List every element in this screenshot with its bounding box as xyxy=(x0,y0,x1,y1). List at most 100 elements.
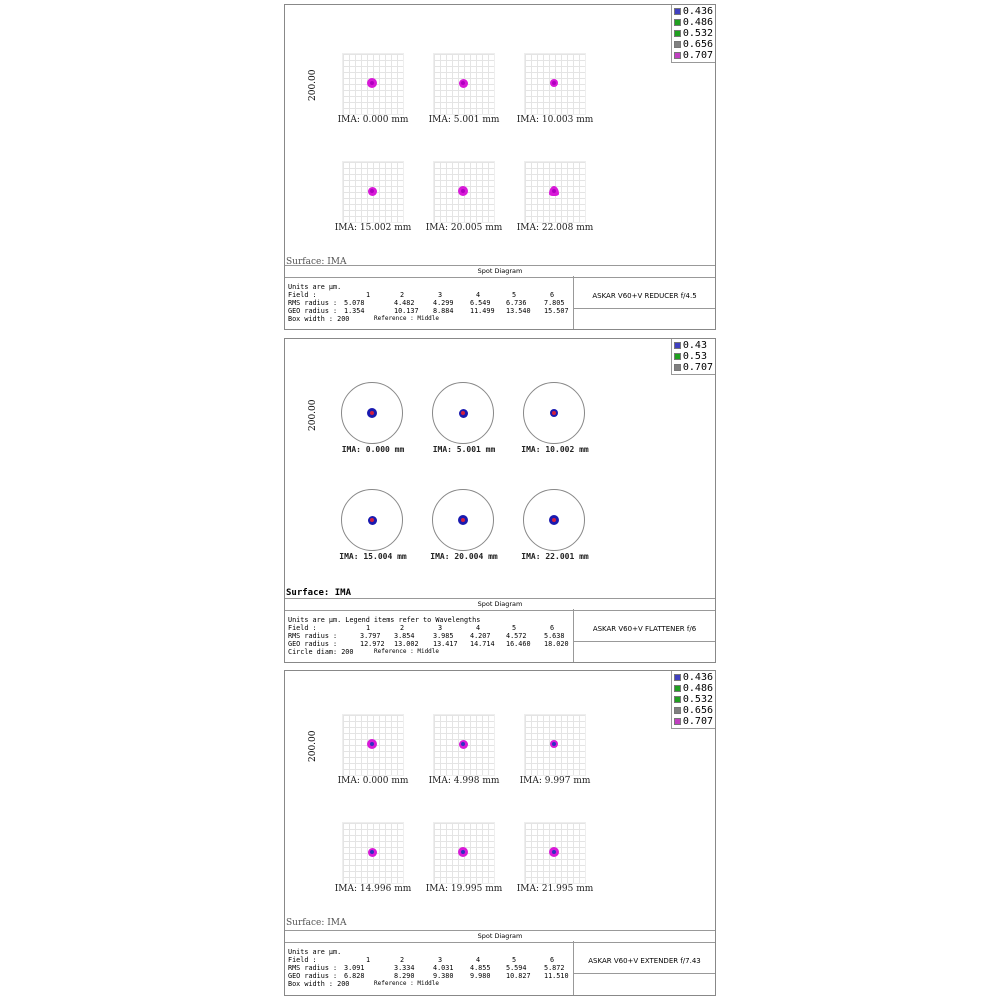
table-row-size: Box width : 200 Reference : Middle xyxy=(288,315,573,323)
lens-name: ASKAR V60+V FLATTENER f/6 xyxy=(592,625,697,633)
legend-swatch-icon xyxy=(673,341,681,349)
legend-item: 0.707 xyxy=(673,50,713,61)
field-label: IMA: 5.001 mm xyxy=(432,445,496,454)
wavelength-legend: 0.436 0.486 0.532 0.656 0.707 xyxy=(670,5,715,63)
legend-item: 0.532 xyxy=(673,694,713,705)
legend-swatch-icon xyxy=(673,695,681,703)
table-cell: 3.091 xyxy=(344,964,365,972)
legend-item: 0.656 xyxy=(673,705,713,716)
legend-label: 0.656 xyxy=(682,39,713,50)
spot-core xyxy=(370,411,374,415)
spot-core xyxy=(461,189,465,193)
table-cell: 14.714 xyxy=(470,640,495,648)
table-row-size: Box width : 200 Reference : Middle xyxy=(288,980,573,988)
legend-label: 0.532 xyxy=(682,28,713,39)
legend-swatch-icon xyxy=(673,51,681,59)
spot-core xyxy=(461,850,465,854)
legend-label: 0.53 xyxy=(682,351,707,362)
spot-field-2: IMA: 5.001 mm xyxy=(432,382,495,454)
table-cell: 10.827 xyxy=(506,972,531,980)
surface-label: Surface: IMA xyxy=(286,918,347,928)
table-cell: 8.884 xyxy=(433,307,454,315)
legend-item: 0.707 xyxy=(673,716,713,727)
spot-field-6: IMA: 22.001 mm xyxy=(521,489,589,561)
surface-label: Surface: IMA xyxy=(286,588,352,598)
table-cell: 2 xyxy=(400,956,405,964)
spot-core xyxy=(461,411,465,415)
table-row-fields: Field : 1 2 3 4 5 6 xyxy=(288,624,573,632)
field-label: IMA: 9.997 mm xyxy=(519,776,591,786)
surface-label: Surface: IMA xyxy=(286,257,347,267)
legend-item: 0.53 xyxy=(673,351,713,362)
divider xyxy=(574,308,715,309)
wavelength-legend: 0.43 0.53 0.707 xyxy=(670,339,715,375)
row-label: Field : xyxy=(288,291,317,299)
legend-swatch-icon xyxy=(673,706,681,714)
aperture-circle xyxy=(432,382,494,444)
spot-field-3: IMA: 10.003 mm xyxy=(517,53,593,125)
plot-title: Spot Diagram xyxy=(285,930,715,943)
spot-core xyxy=(370,850,374,854)
y-axis-label: 200.00 xyxy=(308,399,318,432)
spot-diagram-panel: 0.43 0.53 0.707 200.00 IMA: 0.000 mm IMA: 5.0… xyxy=(284,338,716,663)
table-cell: 13.417 xyxy=(433,640,458,648)
lens-info-block: ASKAR V60+V EXTENDER f/7.43 xyxy=(573,941,715,995)
aperture-circle xyxy=(523,489,585,551)
table-cell: 5.594 xyxy=(506,964,527,972)
aperture-circle xyxy=(523,382,585,444)
spot-data-table: Units are µm. Field : 1 2 3 4 5 6 RMS radius : 5.… xyxy=(285,276,573,323)
field-label: IMA: 10.002 mm xyxy=(521,445,589,454)
legend-item: 0.532 xyxy=(673,28,713,39)
table-cell: 13.002 xyxy=(394,640,419,648)
table-row-fields: Field : 1 2 3 4 5 6 xyxy=(288,956,573,964)
reference-label: Reference : Middle xyxy=(374,980,440,987)
table-cell: 6 xyxy=(550,291,555,299)
field-label: IMA: 10.003 mm xyxy=(516,115,594,125)
table-cell: 4.299 xyxy=(433,299,454,307)
table-cell: 6.549 xyxy=(470,299,491,307)
field-label: IMA: 0.000 mm xyxy=(337,115,409,125)
wavelength-legend: 0.436 0.486 0.532 0.656 0.707 xyxy=(670,671,715,729)
table-cell: 10.137 xyxy=(394,307,419,315)
table-cell: 13.540 xyxy=(506,307,531,315)
y-axis-label: 200.00 xyxy=(308,730,318,763)
table-cell: 4 xyxy=(476,956,481,964)
size-label: Circle diam: 200 xyxy=(288,648,354,656)
legend-label: 0.43 xyxy=(682,340,707,351)
spot-diagram-panel: 0.436 0.486 0.532 0.656 0.707 200.00 IMA: 0.00… xyxy=(284,4,716,330)
spot-field-5: IMA: 19.995 mm xyxy=(426,822,502,894)
field-label: IMA: 22.001 mm xyxy=(521,552,589,561)
table-row-fields: Field : 1 2 3 4 5 6 xyxy=(288,291,573,299)
table-cell: 5.078 xyxy=(344,299,365,307)
table-cell: 5 xyxy=(512,956,517,964)
aperture-circle xyxy=(341,382,403,444)
table-row-rms: RMS radius : 3.797 3.854 3.985 4.207 4.572 5.6… xyxy=(288,632,573,640)
table-cell: 15.507 xyxy=(544,307,569,315)
table-row-geo: GEO radius : 6.828 8.290 9.380 9.980 10.827 11… xyxy=(288,972,573,980)
lens-info-block: ASKAR V60+V REDUCER f/4.5 xyxy=(573,276,715,329)
size-label: Box width : 200 xyxy=(288,980,350,988)
table-cell: 4.855 xyxy=(470,964,491,972)
row-label: GEO radius : xyxy=(288,307,338,315)
legend-label: 0.532 xyxy=(682,694,713,705)
legend-item: 0.707 xyxy=(673,362,713,373)
legend-label: 0.656 xyxy=(682,705,713,716)
table-cell: 11.510 xyxy=(544,972,569,980)
legend-swatch-icon xyxy=(673,18,681,26)
table-cell: 6 xyxy=(550,956,555,964)
aperture-circle xyxy=(341,489,403,551)
table-cell: 3.797 xyxy=(360,632,381,640)
table-cell: 2 xyxy=(400,291,405,299)
spot-core xyxy=(370,189,374,193)
table-cell: 9.380 xyxy=(433,972,454,980)
row-label: RMS radius : xyxy=(288,299,338,307)
spot-field-1: IMA: 0.000 mm xyxy=(341,382,404,454)
table-cell: 3 xyxy=(438,956,443,964)
legend-label: 0.436 xyxy=(682,672,713,683)
spot-core xyxy=(370,518,374,522)
table-cell: 6 xyxy=(550,624,555,632)
spot-core xyxy=(552,81,556,85)
table-row-geo: GEO radius : 12.972 13.002 13.417 14.714 16.4… xyxy=(288,640,573,648)
divider xyxy=(574,641,715,642)
table-cell: 1.354 xyxy=(344,307,365,315)
